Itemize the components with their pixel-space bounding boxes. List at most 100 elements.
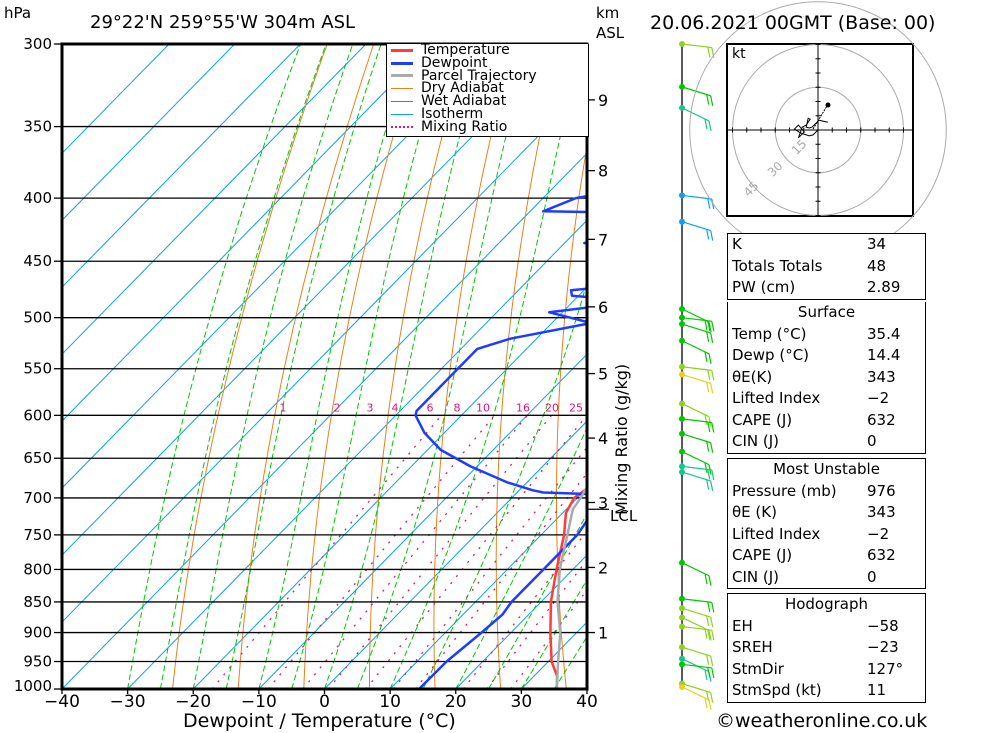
- isotherm-line: [62, 44, 170, 155]
- location-title: 29°22'N 259°55'W 304m ASL: [90, 12, 356, 33]
- barb-dot: [679, 363, 685, 370]
- index-label: Lifted Index: [732, 524, 821, 543]
- isotherm-line: [258, 353, 587, 689]
- index-row: K 34: [728, 234, 925, 256]
- x-tick-label: −10: [241, 692, 277, 712]
- index-value: 35.4: [867, 324, 901, 343]
- y-tick-label: 350: [23, 118, 52, 136]
- barb-shaft: [681, 323, 711, 334]
- profile-lines: [414, 194, 587, 689]
- barb-flag: [710, 442, 714, 453]
- barb-dot: [679, 469, 685, 476]
- height-axis: 1 2 3 4 5 6 7 8 9: [587, 91, 609, 643]
- index-value: 343: [867, 367, 896, 386]
- index-value: 343: [867, 503, 896, 521]
- x-tick-label: −40: [44, 692, 80, 712]
- wet-adiabat-line: [520, 578, 587, 689]
- index-label: SREH: [732, 638, 773, 656]
- wind-barb: [679, 614, 712, 641]
- index-row: CAPE (J) 632: [728, 545, 925, 567]
- index-value: 632: [867, 410, 896, 429]
- index-row: CIN (J) 0: [728, 431, 925, 453]
- wind-barb: [679, 683, 712, 711]
- barb-flag: [710, 692, 714, 703]
- barb-flag: [710, 95, 714, 106]
- wind-barb: [679, 218, 714, 241]
- y-tick-label: 400: [23, 189, 52, 207]
- barb-dot: [679, 306, 685, 313]
- mixing-ratio-line: [462, 530, 587, 689]
- barb-shaft: [681, 686, 710, 701]
- index-label: θE (K): [732, 503, 777, 521]
- dry-adiabat-line: [671, 44, 699, 689]
- x-tick-label: 40: [576, 692, 598, 712]
- general-indices-panel: K 34 Totals Totals 48 PW (cm) 2.89: [727, 233, 926, 300]
- panel-title: Most Unstable: [773, 460, 880, 478]
- barb-shaft: [681, 465, 712, 471]
- panel-title: Hodograph: [784, 595, 869, 613]
- index-value: 48: [867, 256, 887, 275]
- index-row: CAPE (J) 632: [728, 410, 925, 432]
- barb-flag: [707, 369, 711, 381]
- legend-item: Isotherm: [387, 107, 588, 121]
- wet-adiabat-line: [488, 512, 587, 689]
- mixing-ratio-labels: 1 2 3 4 6 8 10 16 20 25: [280, 401, 584, 414]
- mixing-ratio-label: 8: [454, 401, 461, 414]
- wind-barb: [679, 559, 712, 586]
- y-tick-label: 950: [23, 653, 52, 671]
- barb-shaft: [681, 340, 710, 355]
- barb-dot: [679, 192, 685, 199]
- index-row: StmSpd (kt) 11: [728, 680, 925, 702]
- wet-adiabat-line: [127, 44, 302, 689]
- temperature-line: [549, 487, 587, 689]
- barb-flag: [707, 667, 711, 678]
- index-value: −23: [867, 638, 899, 656]
- asl-label: ASL: [596, 24, 625, 42]
- y-tick-label: 700: [23, 489, 52, 507]
- y-tick-label: 650: [23, 449, 52, 467]
- wind-barb: [679, 430, 714, 453]
- index-label: CAPE (J): [732, 410, 793, 429]
- index-row: SREH −23: [728, 637, 925, 659]
- barb-shaft: [681, 366, 712, 371]
- index-label: Temp (°C): [732, 324, 807, 343]
- barb-dot: [679, 400, 685, 407]
- barb-flag: [710, 332, 714, 344]
- index-row: Totals Totals 48: [728, 256, 925, 278]
- wind-barb: [679, 595, 715, 613]
- index-label: θE(K): [732, 367, 773, 386]
- barb-flag: [707, 601, 711, 613]
- km-tick-label: 2: [598, 558, 608, 577]
- barb-flag: [704, 573, 708, 585]
- barb-shaft: [681, 194, 712, 200]
- barb-shaft: [681, 107, 710, 122]
- panel-title: Surface: [797, 303, 856, 321]
- legend-label: Dewpoint: [421, 54, 488, 71]
- y-tick-label: 750: [23, 526, 52, 544]
- pressure-unit-label: hPa: [4, 4, 32, 22]
- mixing-ratio-label: 10: [476, 401, 490, 414]
- barb-dot: [679, 463, 685, 470]
- index-label: StmDir: [732, 659, 784, 678]
- barb-flag: [711, 422, 715, 433]
- mixing-ratio-line: [267, 414, 496, 689]
- wind-barb: [679, 321, 714, 344]
- surface-panel: Surface Temp (°C) 35.4 Dewp (°C) 14.4 θE(K) 34…: [727, 302, 926, 454]
- barb-dot: [679, 83, 685, 90]
- x-tick-label: −30: [110, 692, 146, 712]
- barb-shaft: [681, 317, 712, 322]
- wind-barb: [679, 463, 715, 481]
- barb-shaft: [681, 451, 710, 466]
- isotherm-line: [62, 44, 236, 221]
- isotherm-line: [62, 44, 498, 489]
- isotherm-line: [62, 152, 587, 689]
- wet-adiabat-line: [192, 44, 354, 689]
- legend-swatch: [391, 48, 413, 52]
- barb-flag: [711, 469, 715, 481]
- dry-adiabat-line: [172, 44, 328, 689]
- dry-adiabat-line: [931, 44, 1000, 689]
- km-tick-label: 5: [598, 365, 608, 384]
- barb-flag: [711, 602, 715, 613]
- legend-swatch: [391, 101, 413, 103]
- wet-adiabat-line: [455, 426, 587, 689]
